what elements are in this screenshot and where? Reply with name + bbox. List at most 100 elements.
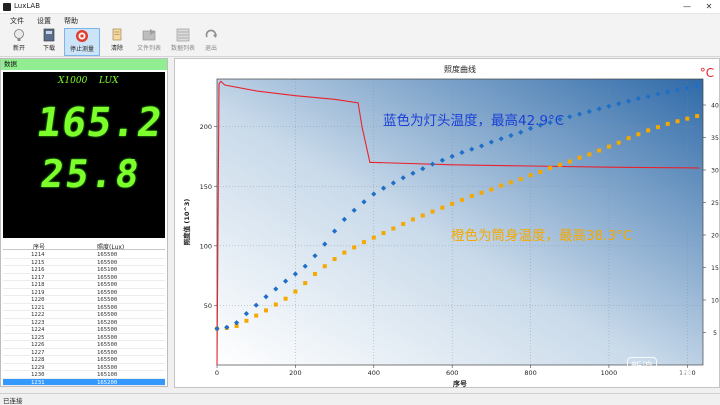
head-temp-point [214,326,220,332]
data-table[interactable]: 序号 照度(Lux) 1214 165500 1215 165500 1216 16510… [3,241,165,386]
body-temp-point [518,177,523,182]
data-panel-header: 数据 [1,59,167,70]
table-row[interactable]: 1220 165500 [3,296,165,304]
body-temp-point [322,264,327,269]
y-tick-label: 150 [200,183,212,191]
head-temp-point [576,111,583,117]
y2-tick-label: 15 [711,265,719,272]
head-temp-point [606,103,612,109]
table-row[interactable]: 1231 165200 [3,378,165,386]
row-index: 1226 [31,342,45,348]
body-temp-point [557,162,562,167]
body-temp-point [695,114,700,119]
row-illuminance: 165500 [97,252,118,258]
head-temp-point [469,146,475,152]
table-row[interactable]: 1226 165500 [3,341,165,349]
body-temp-point [567,159,572,164]
body-temp-point [303,281,308,286]
column-index[interactable]: 序号 [33,244,46,251]
menu-settings[interactable]: 设置 [37,17,51,25]
y2-tick-label: 40 [711,103,719,110]
connection-status: 已连接 [3,397,23,405]
temperature-unit-corner: °C [700,66,714,80]
x-tick-label: 0 [215,369,219,377]
head-temp-point [498,136,504,142]
y-tick-label: 50 [204,302,212,310]
row-index: 1217 [31,274,45,281]
body-temp-annotation: 橙色为筒身温度，最高38.3°C [451,227,632,244]
body-temp-point [293,289,298,294]
y2-tick-label: 5 [713,330,717,337]
data-list-button[interactable]: 数据列表 [168,28,198,56]
head-temp-point [488,139,494,145]
table-row[interactable]: 1230 165100 [3,371,165,379]
watermark-logo: 新浪 [627,357,657,387]
body-temp-point [450,201,455,206]
plot-frame [216,78,704,366]
body-temp-point [626,136,631,141]
table-row[interactable]: 1218 165500 [3,281,165,289]
table-row[interactable]: 1225 165500 [3,334,165,341]
row-index: 1228 [31,357,45,363]
menu-help[interactable]: 帮助 [64,17,78,25]
row-index: 1230 [31,372,45,378]
table-row[interactable]: 1217 165500 [3,274,165,281]
menu-file[interactable]: 文件 [10,17,24,25]
row-illuminance: 165500 [97,327,118,333]
close-button[interactable]: ✕ [705,2,713,11]
table-row[interactable]: 1216 165100 [3,266,165,274]
stop-measure-button[interactable]: 停止测量 [64,28,100,56]
clear-icon [112,28,122,41]
row-illuminance: 165500 [97,312,118,318]
head-temp-point [439,157,445,163]
x-axis-label: 序号 [452,379,467,388]
body-temp-point [283,296,288,301]
new-icon [14,29,24,41]
head-temp-point [351,207,357,213]
row-index: 1218 [31,282,45,288]
scale-label: X1000 [58,76,88,86]
body-temp-point [352,245,357,250]
head-temp-point [292,271,298,277]
illuminance-chart: 照度曲线 0 200 400 600 800 1000 1200 序号 50 100 150 200 照度… [182,64,719,388]
download-button[interactable]: 下载 [36,28,62,56]
row-illuminance: 165500 [97,274,118,281]
row-index: 1216 [31,267,45,273]
column-illuminance[interactable]: 照度(Lux) [97,244,125,251]
table-row[interactable]: 1215 165500 [3,259,165,266]
row-illuminance: 165500 [97,342,118,348]
file-list-button[interactable]: 文件列表 [132,28,166,56]
table-row[interactable]: 1221 165500 [3,304,165,311]
chart-title: 照度曲线 [444,64,476,74]
table-row[interactable]: 1222 165500 [3,311,165,319]
table-row[interactable]: 1223 165200 [3,319,165,326]
head-temp-point [635,95,641,102]
clear-button[interactable]: 清除 [104,28,130,56]
table-row[interactable]: 1227 165500 [3,349,165,356]
row-index: 1231 [31,379,45,386]
toolbar: 新开 下载 停止测量 清除 文件列表 数据列表 退出 [0,27,720,57]
row-index: 1219 [31,289,45,296]
body-temp-point [381,231,386,236]
head-temp-point [665,89,671,95]
table-row[interactable]: 1229 165500 [3,364,165,371]
table-row[interactable]: 1219 165500 [3,289,165,296]
y2-tick-label: 30 [711,168,719,175]
chart-panel: 照度曲线 0 200 400 600 800 1000 1200 序号 50 100 150 200 照度… [174,58,720,388]
new-button[interactable]: 新开 [6,28,32,56]
illuminance-line [216,80,700,366]
body-temp-point [342,250,347,255]
body-temp-point [391,226,396,231]
body-temp-point [675,119,680,124]
table-row[interactable]: 1228 165500 [3,356,165,364]
body-temp-point [410,217,415,222]
body-temp-point [577,155,582,160]
exit-button[interactable]: 退出 [200,28,222,56]
table-row[interactable]: 1214 165500 [3,251,165,259]
body-temp-point [371,235,376,240]
row-illuminance: 165500 [97,334,118,341]
minimize-button[interactable]: — [683,2,691,11]
head-temp-point [557,116,563,122]
table-row[interactable]: 1224 165500 [3,326,165,334]
y-tick-label: 200 [200,123,212,131]
